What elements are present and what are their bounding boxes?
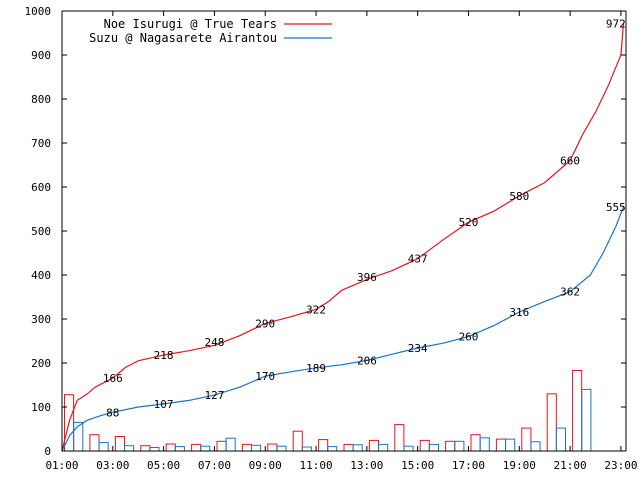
data-label-suzu-21: 555 <box>606 201 626 214</box>
bar-suzu-2 <box>124 445 135 452</box>
hourly-bars-layer <box>64 370 592 452</box>
x-tick-label-8: 17:00 <box>452 459 485 472</box>
bar-suzu-12 <box>378 443 389 452</box>
bar-suzu-20 <box>581 388 592 452</box>
y-tick-label-10: 1000 <box>25 5 52 18</box>
bar-suzu-4 <box>174 446 185 452</box>
data-label-suzu-20: 362 <box>560 286 580 299</box>
legend-label-noe: Noe Isurugi @ True Tears <box>104 17 277 31</box>
bar-noe-9 <box>292 430 303 452</box>
bar-suzu-9 <box>301 446 312 452</box>
data-label-noe-6: 437 <box>408 253 428 266</box>
x-tick-label-2: 05:00 <box>147 459 180 472</box>
bar-suzu-8 <box>276 445 287 452</box>
x-tick-label-9: 19:00 <box>503 459 536 472</box>
bar-noe-10 <box>318 439 329 452</box>
x-tick-label-7: 15:00 <box>401 459 434 472</box>
y-tick-label-2: 200 <box>31 357 51 370</box>
data-label-noe-7: 520 <box>459 216 479 229</box>
bar-noe-18 <box>521 427 532 452</box>
bar-suzu-10 <box>327 446 338 452</box>
y-tick-label-0: 0 <box>44 445 51 458</box>
y-tick-label-5: 500 <box>31 225 51 238</box>
x-tick-label-11: 23:00 <box>604 459 637 472</box>
data-labels-layer: 166 218 248 290 322 396 437 520 580 660 972 88 107 12… <box>103 17 626 419</box>
bar-suzu-17 <box>505 438 516 452</box>
bar-noe-4 <box>165 443 176 452</box>
bar-noe-3 <box>140 445 151 452</box>
y-tick-label-6: 600 <box>31 181 51 194</box>
data-label-noe-9: 660 <box>560 155 580 168</box>
data-label-suzu-12: 107 <box>154 398 174 411</box>
bar-noe-19 <box>546 393 557 452</box>
data-label-suzu-15: 189 <box>306 362 326 375</box>
plot-frame <box>61 10 627 452</box>
bar-noe-17 <box>495 438 506 452</box>
y-tick-label-8: 800 <box>31 93 51 106</box>
data-label-noe-3: 290 <box>255 317 275 330</box>
bar-suzu-14 <box>428 443 439 452</box>
bar-noe-12 <box>368 439 379 452</box>
bar-noe-13 <box>394 424 405 452</box>
data-label-noe-4: 322 <box>306 303 326 316</box>
data-label-suzu-17: 234 <box>408 342 428 355</box>
series-lines-layer <box>61 23 625 452</box>
data-label-noe-10: 972 <box>606 17 626 30</box>
bar-noe-1 <box>89 434 100 452</box>
bar-noe-8 <box>267 443 278 452</box>
bar-suzu-6 <box>225 437 236 452</box>
bar-suzu-13 <box>403 445 414 452</box>
bar-suzu-11 <box>352 444 363 452</box>
bar-noe-20 <box>572 370 583 452</box>
bar-suzu-15 <box>454 440 465 452</box>
data-label-suzu-19: 316 <box>509 306 529 319</box>
x-tick-label-6: 13:00 <box>350 459 383 472</box>
bar-suzu-16 <box>479 437 490 452</box>
data-label-suzu-13: 127 <box>204 389 224 402</box>
x-tick-label-0: 01:00 <box>45 459 78 472</box>
data-label-suzu-16: 206 <box>357 354 377 367</box>
data-label-suzu-11: 88 <box>106 406 119 419</box>
bar-noe-7 <box>241 443 252 452</box>
data-label-suzu-14: 170 <box>255 370 275 383</box>
bar-suzu-7 <box>251 444 262 452</box>
data-label-noe-2: 248 <box>204 336 224 349</box>
data-label-noe-8: 580 <box>509 190 529 203</box>
bar-noe-5 <box>191 443 202 452</box>
legend-label-suzu: Suzu @ Nagasarete Airantou <box>89 31 277 45</box>
y-tick-label-7: 700 <box>31 137 51 150</box>
bar-noe-16 <box>470 434 481 452</box>
x-tick-label-1: 03:00 <box>96 459 129 472</box>
series-line-noe <box>61 23 625 452</box>
data-label-noe-1: 218 <box>154 349 174 362</box>
data-label-noe-5: 396 <box>357 271 377 284</box>
bar-noe-14 <box>419 439 430 452</box>
axes-layer: 0 100 200 300 400 500 600 700 800 900 1000 01:00 03:… <box>25 5 638 472</box>
x-tick-label-3: 07:00 <box>198 459 231 472</box>
x-tick-label-10: 21:00 <box>554 459 587 472</box>
y-tick-label-3: 300 <box>31 313 51 326</box>
x-tick-label-5: 11:00 <box>299 459 332 472</box>
series-line-suzu <box>61 206 625 452</box>
bar-noe-11 <box>343 443 354 452</box>
data-label-noe-0: 166 <box>103 372 123 385</box>
y-tick-label-1: 100 <box>31 401 51 414</box>
x-tick-label-4: 09:00 <box>249 459 282 472</box>
y-tick-label-4: 400 <box>31 269 51 282</box>
bar-suzu-3 <box>149 447 160 452</box>
data-label-suzu-18: 260 <box>459 331 479 344</box>
bar-suzu-5 <box>200 445 211 452</box>
y-tick-label-9: 900 <box>31 49 51 62</box>
bar-suzu-1 <box>98 442 109 452</box>
bar-suzu-19 <box>555 427 567 452</box>
bar-noe-2 <box>114 436 126 452</box>
bar-suzu-18 <box>530 441 541 452</box>
bar-noe-6 <box>216 440 227 452</box>
bar-noe-15 <box>445 440 456 452</box>
